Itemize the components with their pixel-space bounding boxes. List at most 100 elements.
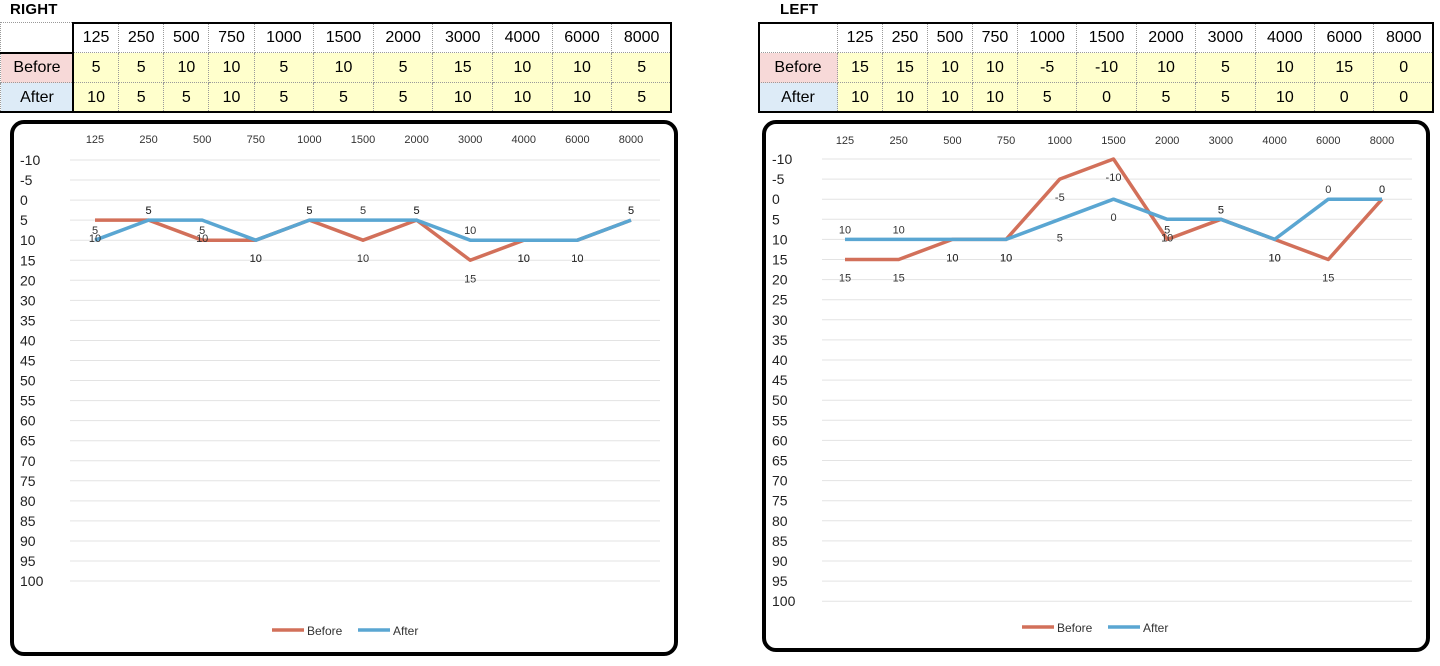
freq-header-cell: 125: [837, 22, 883, 53]
after-value-cell: 10: [492, 82, 553, 113]
row-label-before: Before: [758, 52, 838, 83]
before-value-cell: 0: [1373, 52, 1434, 83]
y-tick-label: 20: [20, 272, 36, 288]
x-tick-label: 3000: [458, 134, 482, 146]
data-label: 15: [839, 273, 851, 285]
x-tick-label: 3000: [1209, 135, 1233, 147]
x-tick-label: 4000: [1262, 135, 1286, 147]
freq-header-cell: 4000: [1254, 22, 1316, 53]
before-value-cell: 10: [208, 52, 255, 83]
x-tick-label: 1500: [351, 134, 375, 146]
x-tick-label: 8000: [619, 134, 643, 146]
row-label-before: Before: [0, 52, 74, 83]
y-tick-label: 30: [20, 292, 36, 308]
y-tick-label: 80: [772, 513, 788, 529]
before-value-cell: 15: [837, 52, 883, 83]
data-label: 10: [1000, 252, 1012, 264]
y-tick-label: 80: [20, 493, 36, 509]
y-tick-label: 60: [772, 432, 788, 448]
freq-header-cell: 3000: [1195, 22, 1256, 53]
y-tick-label: 70: [772, 473, 788, 489]
series-line-after: [845, 197, 1382, 242]
data-label: 5: [1218, 204, 1224, 216]
y-tick-label: 25: [772, 292, 788, 308]
y-tick-label: 10: [20, 232, 36, 248]
x-tick-label: 2000: [404, 134, 428, 146]
after-value-cell: 0: [1314, 82, 1375, 113]
y-tick-label: 85: [20, 513, 36, 529]
data-label: 0: [1379, 184, 1385, 196]
freq-header-cell: 2000: [372, 22, 434, 53]
audiogram-table-right: 125 250 500 750 1000 1500 2000 3000 4000 6000 8000…: [0, 22, 672, 113]
before-value-cell: 15: [1314, 52, 1375, 83]
before-value-cell: 5: [611, 52, 672, 83]
x-tick-label: 2000: [1155, 135, 1179, 147]
data-label: 10: [518, 253, 530, 265]
data-label: 5: [306, 205, 312, 217]
after-value-cell: 10: [926, 82, 973, 113]
audiogram-chart-left: -10-505101520253035404550556065707580859…: [772, 135, 1412, 635]
data-label: 10: [571, 253, 583, 265]
freq-header-cell: 1000: [253, 22, 315, 53]
y-tick-label: 55: [20, 393, 36, 409]
freq-header-cell: 3000: [432, 22, 494, 53]
y-tick-label: 20: [772, 272, 788, 288]
audiogram-table-left: 125 250 500 750 1000 1500 2000 3000 4000 6000 8000…: [758, 22, 1434, 113]
data-label: 15: [464, 273, 476, 285]
data-label: 10: [196, 233, 208, 245]
after-value-cell: 5: [1016, 82, 1078, 113]
before-value-cell: 10: [1135, 52, 1197, 83]
x-tick-label: 4000: [512, 134, 536, 146]
data-label: 10: [893, 224, 905, 236]
y-tick-label: 0: [772, 191, 780, 207]
freq-header-cell: 250: [118, 22, 165, 53]
x-tick-label: 125: [836, 135, 854, 147]
before-value-cell: 5: [118, 52, 165, 83]
y-tick-label: -10: [20, 152, 40, 168]
freq-header-cell: 250: [881, 22, 928, 53]
after-value-cell: 5: [163, 82, 210, 113]
data-label: 5: [360, 205, 366, 217]
x-tick-label: 250: [139, 134, 157, 146]
data-label: 15: [1322, 273, 1334, 285]
y-tick-label: 65: [20, 433, 36, 449]
data-label: 0: [1110, 212, 1116, 224]
after-value-cell: 10: [881, 82, 928, 113]
series-line-after: [94, 218, 632, 242]
before-value-cell: -5: [1016, 52, 1078, 83]
x-tick-label: 500: [943, 135, 961, 147]
table-corner: [758, 22, 838, 53]
freq-header-cell: 4000: [492, 22, 553, 53]
row-label-after: After: [0, 82, 74, 113]
after-value-cell: 5: [253, 82, 315, 113]
table-corner: [0, 22, 74, 53]
freq-header-cell: 500: [926, 22, 973, 53]
data-label: 10: [946, 252, 958, 264]
freq-header-cell: 1500: [313, 22, 374, 53]
row-label-after: After: [758, 82, 838, 113]
x-tick-label: 1000: [1048, 135, 1072, 147]
chart-box-right: -10 -5 0 5 10 15 20 30 35 40 45 50 55 60 65 70 75 80 85 90 9…: [10, 120, 678, 656]
data-label: 5: [146, 205, 152, 217]
y-tick-label: 45: [20, 353, 36, 369]
after-value-cell: 5: [313, 82, 374, 113]
freq-header-cell: 8000: [611, 22, 672, 53]
y-tick-label: 5: [772, 211, 780, 227]
x-tick-label: 6000: [565, 134, 589, 146]
panel-title-left: LEFT: [780, 1, 819, 18]
y-tick-label: 15: [772, 252, 788, 268]
data-label: 0: [1325, 184, 1331, 196]
after-value-cell: 5: [118, 82, 165, 113]
table-row-before: Before 15 15 10 10 -5 -10 10 5 10 15 0: [758, 52, 1434, 83]
y-tick-label: 100: [772, 593, 796, 609]
audiogram-chart-right: -10-505101520303540455055606570758085909…: [20, 134, 660, 638]
data-label: 10: [1268, 252, 1280, 264]
y-tick-label: 75: [772, 493, 788, 509]
table-header-row: 125 250 500 750 1000 1500 2000 3000 4000 6000 8000: [758, 22, 1434, 53]
after-value-cell: 0: [1076, 82, 1137, 113]
before-value-cell: 10: [971, 52, 1018, 83]
after-value-cell: 0: [1373, 82, 1434, 113]
y-tick-label: 40: [772, 352, 788, 368]
data-label: 10: [89, 233, 101, 245]
y-tick-label: 15: [20, 252, 36, 268]
